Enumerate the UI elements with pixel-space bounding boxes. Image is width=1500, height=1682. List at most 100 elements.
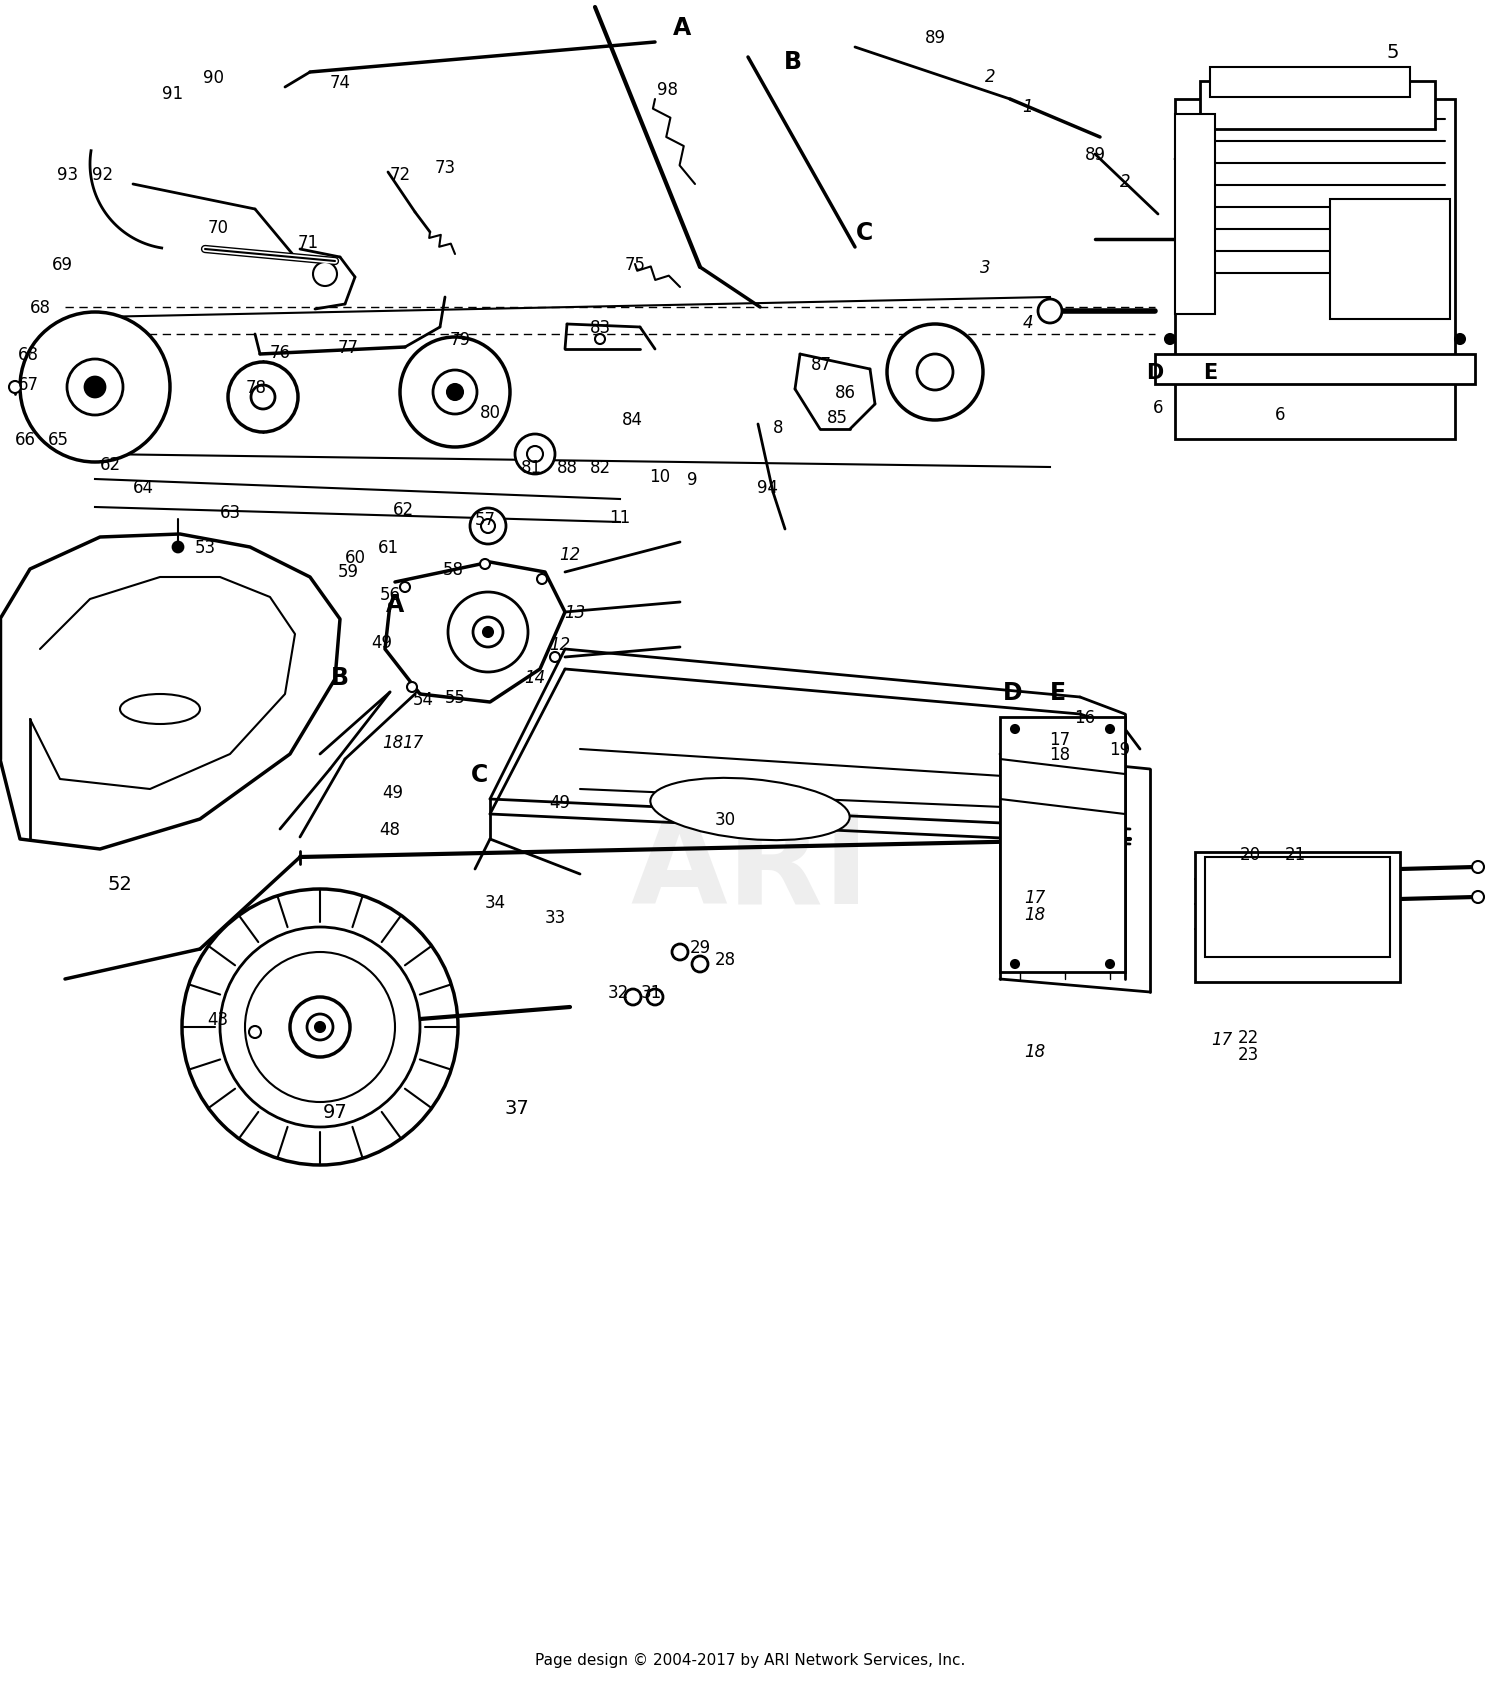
Text: D: D — [1146, 363, 1164, 383]
Bar — [1174, 99, 1455, 439]
Circle shape — [448, 592, 528, 673]
Text: 69: 69 — [51, 256, 72, 274]
Text: 18: 18 — [1024, 1043, 1045, 1060]
Text: 28: 28 — [714, 950, 735, 969]
Circle shape — [1038, 299, 1062, 325]
Text: 93: 93 — [57, 167, 78, 183]
Circle shape — [1472, 891, 1484, 903]
Text: 55: 55 — [444, 688, 465, 706]
Text: 31: 31 — [640, 984, 662, 1001]
Text: D: D — [1004, 681, 1023, 705]
Text: 9: 9 — [687, 471, 698, 489]
Circle shape — [400, 582, 410, 592]
Text: 67: 67 — [18, 375, 39, 394]
Text: 29: 29 — [690, 939, 711, 957]
Circle shape — [550, 653, 560, 663]
Text: 94: 94 — [758, 479, 778, 496]
Text: 17: 17 — [1024, 888, 1045, 907]
Circle shape — [244, 952, 394, 1102]
Text: 33: 33 — [544, 908, 566, 927]
Text: 65: 65 — [48, 431, 69, 449]
Circle shape — [916, 355, 952, 390]
Text: 77: 77 — [338, 338, 358, 357]
Text: 87: 87 — [810, 357, 831, 373]
Circle shape — [433, 370, 477, 415]
Bar — [1210, 67, 1410, 98]
Circle shape — [1166, 335, 1174, 345]
Circle shape — [172, 543, 183, 553]
Text: 17: 17 — [1050, 730, 1071, 748]
Circle shape — [470, 508, 506, 545]
Text: A: A — [386, 592, 404, 617]
Text: 18: 18 — [382, 733, 404, 752]
Text: 68: 68 — [18, 346, 39, 363]
Circle shape — [86, 378, 105, 397]
Circle shape — [482, 520, 495, 533]
Text: 91: 91 — [162, 86, 183, 103]
Text: 4: 4 — [1023, 315, 1034, 331]
Text: C: C — [471, 762, 489, 787]
Circle shape — [672, 944, 688, 960]
Text: 19: 19 — [1110, 740, 1131, 759]
Text: 83: 83 — [590, 320, 610, 336]
Text: 48: 48 — [380, 821, 400, 839]
Circle shape — [646, 989, 663, 1006]
Text: 68: 68 — [30, 299, 51, 316]
Ellipse shape — [120, 695, 200, 725]
Circle shape — [220, 927, 420, 1127]
Text: 10: 10 — [650, 468, 670, 486]
Text: 17: 17 — [1212, 1031, 1233, 1048]
Circle shape — [1106, 725, 1114, 733]
Text: 73: 73 — [435, 158, 456, 177]
Text: 79: 79 — [450, 331, 471, 348]
Text: 12: 12 — [560, 545, 580, 563]
Circle shape — [68, 360, 123, 415]
Text: 59: 59 — [338, 563, 358, 580]
Text: B: B — [784, 50, 802, 74]
Text: 66: 66 — [15, 431, 36, 449]
Text: 22: 22 — [1238, 1028, 1258, 1046]
Text: 70: 70 — [207, 219, 228, 237]
Text: 85: 85 — [827, 409, 848, 427]
Bar — [1174, 114, 1215, 315]
Text: 49: 49 — [382, 784, 404, 802]
Text: 89: 89 — [924, 29, 945, 47]
Text: 11: 11 — [609, 508, 630, 526]
Text: 80: 80 — [480, 404, 501, 422]
Circle shape — [1455, 335, 1466, 345]
Circle shape — [251, 385, 274, 410]
Circle shape — [886, 325, 983, 420]
Text: 98: 98 — [657, 81, 678, 99]
Text: 82: 82 — [590, 459, 610, 476]
Circle shape — [400, 338, 510, 447]
Text: 34: 34 — [484, 893, 506, 912]
Text: 1: 1 — [1023, 98, 1034, 116]
Circle shape — [483, 627, 494, 637]
Circle shape — [626, 989, 640, 1006]
Text: 18: 18 — [1024, 905, 1045, 923]
Text: 90: 90 — [202, 69, 223, 87]
Text: 56: 56 — [380, 585, 400, 604]
Text: 2: 2 — [1119, 173, 1131, 190]
Text: 71: 71 — [297, 234, 318, 252]
Text: 52: 52 — [108, 875, 132, 893]
Text: 63: 63 — [219, 503, 240, 521]
Circle shape — [1472, 861, 1484, 873]
Text: 20: 20 — [1239, 846, 1260, 863]
Text: 61: 61 — [378, 538, 399, 557]
Text: 12: 12 — [549, 636, 570, 654]
Circle shape — [447, 385, 464, 400]
Circle shape — [315, 1023, 326, 1033]
Ellipse shape — [651, 779, 849, 841]
Circle shape — [596, 335, 604, 345]
Text: E: E — [1050, 681, 1066, 705]
Text: 6: 6 — [1152, 399, 1162, 417]
Text: 75: 75 — [624, 256, 645, 274]
Circle shape — [314, 262, 338, 288]
Bar — [1000, 718, 1125, 972]
Text: 49: 49 — [372, 634, 393, 651]
Circle shape — [1011, 725, 1019, 733]
Circle shape — [1106, 960, 1114, 969]
Circle shape — [472, 617, 502, 648]
Text: 57: 57 — [474, 511, 495, 528]
